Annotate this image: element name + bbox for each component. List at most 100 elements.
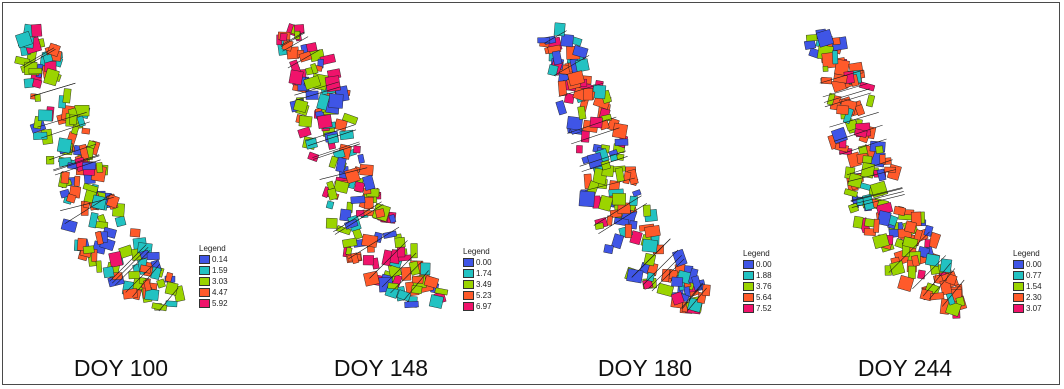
legend-value: 1.54 [1026, 282, 1042, 291]
legend-row: 0.00 [743, 259, 803, 270]
field-parcel [82, 161, 96, 170]
field-parcel [56, 137, 73, 154]
field-parcel [341, 112, 359, 125]
field-parcel [815, 28, 835, 48]
legend-swatch [199, 299, 210, 308]
field-parcel [624, 224, 632, 239]
field-parcel [293, 98, 309, 113]
parcel-boundary [681, 282, 703, 309]
field-parcel [701, 284, 711, 297]
legend-row: 4.47 [199, 287, 259, 298]
parcel-boundary [390, 261, 423, 294]
parcel-boundary [686, 287, 707, 312]
field-parcel [328, 93, 344, 109]
legend-value: 5.92 [212, 299, 228, 308]
field-parcel [88, 212, 99, 229]
parcel-boundary [839, 138, 887, 155]
parcel-boundary [287, 49, 321, 69]
parcel-boundary [558, 82, 604, 97]
legend: Legend 0.00 0.77 1.54 2.30 3.07 [1013, 248, 1064, 314]
field-parcel [333, 179, 350, 194]
field-parcel [128, 270, 140, 280]
field-parcel [911, 254, 920, 267]
field-parcel [929, 292, 945, 301]
field-parcel [362, 255, 374, 266]
legend-row: 1.59 [199, 265, 259, 276]
field-parcel [603, 244, 614, 255]
legend-value: 0.77 [1026, 271, 1042, 280]
field-parcel [641, 238, 658, 253]
field-parcel [869, 180, 889, 199]
field-parcel [854, 104, 866, 117]
legend-swatch [463, 291, 474, 300]
legend-swatch [199, 255, 210, 264]
parcel-boundary [319, 167, 368, 180]
field-parcel [626, 268, 644, 284]
legend-row: 3.76 [743, 281, 803, 292]
legend-row: 0.00 [1013, 259, 1064, 270]
parcel-boundary [64, 193, 113, 224]
field-parcel [423, 275, 440, 289]
field-parcel [387, 282, 399, 290]
field-parcel [873, 218, 880, 233]
field-parcel [420, 262, 431, 276]
field-parcel [860, 162, 876, 179]
parcel-boundary [334, 203, 384, 235]
field-parcel [396, 289, 412, 302]
legend-row: 3.49 [463, 279, 523, 290]
field-parcel [298, 115, 313, 128]
parcel-boundary [829, 112, 879, 128]
panel-label: DOY 148 [333, 355, 429, 381]
legend: Legend 0.00 1.74 3.49 5.23 6.97 [463, 246, 523, 312]
field-parcel [307, 151, 320, 162]
legend-row: 2.30 [1013, 292, 1064, 303]
parcel-boundary [598, 203, 647, 234]
legend-value: 3.76 [756, 282, 772, 291]
field-parcel [862, 193, 875, 211]
field-parcel [606, 215, 613, 226]
field-parcel [656, 282, 674, 297]
legend-swatch [1013, 282, 1024, 291]
field-map [276, 23, 449, 309]
field-parcel [865, 94, 876, 108]
legend-swatch [463, 302, 474, 311]
field-parcel [580, 130, 590, 143]
field-map [537, 22, 711, 315]
legend-row: 5.64 [743, 292, 803, 303]
field-parcel [339, 129, 354, 141]
field-parcel [404, 300, 419, 309]
parcel-boundary [888, 231, 930, 273]
panel-label: DOY 100 [73, 355, 169, 381]
legend-row: 7.52 [743, 303, 803, 314]
legend-row: 5.92 [199, 298, 259, 309]
field-parcel [388, 214, 397, 224]
field-parcel [82, 182, 99, 193]
parcel-boundary [305, 124, 355, 142]
field-parcel [95, 260, 103, 273]
field-parcel [872, 233, 890, 250]
field-parcel [364, 196, 374, 210]
legend-value: 3.07 [1026, 304, 1042, 313]
field-parcel [555, 100, 567, 116]
field-parcel [876, 210, 892, 227]
parcel-boundary [333, 201, 382, 233]
legend-row: 0.14 [199, 254, 259, 265]
legend-swatch [199, 288, 210, 297]
field-parcel [94, 230, 104, 246]
parcel-boundary [53, 155, 100, 172]
field-parcel [434, 287, 449, 296]
parcel-boundary [682, 283, 704, 309]
field-parcel [156, 278, 166, 289]
parcel-boundary [280, 31, 305, 46]
field-parcel [350, 195, 366, 204]
field-parcel [805, 34, 818, 42]
field-parcel [73, 175, 81, 187]
parcel-boundary [648, 255, 682, 289]
field-parcel [852, 215, 864, 229]
parcel-boundary [37, 112, 87, 128]
field-parcel [38, 109, 53, 122]
field-parcel [66, 193, 77, 204]
parcel-boundary [581, 156, 628, 172]
field-parcel [30, 23, 43, 38]
field-parcel [670, 291, 685, 306]
